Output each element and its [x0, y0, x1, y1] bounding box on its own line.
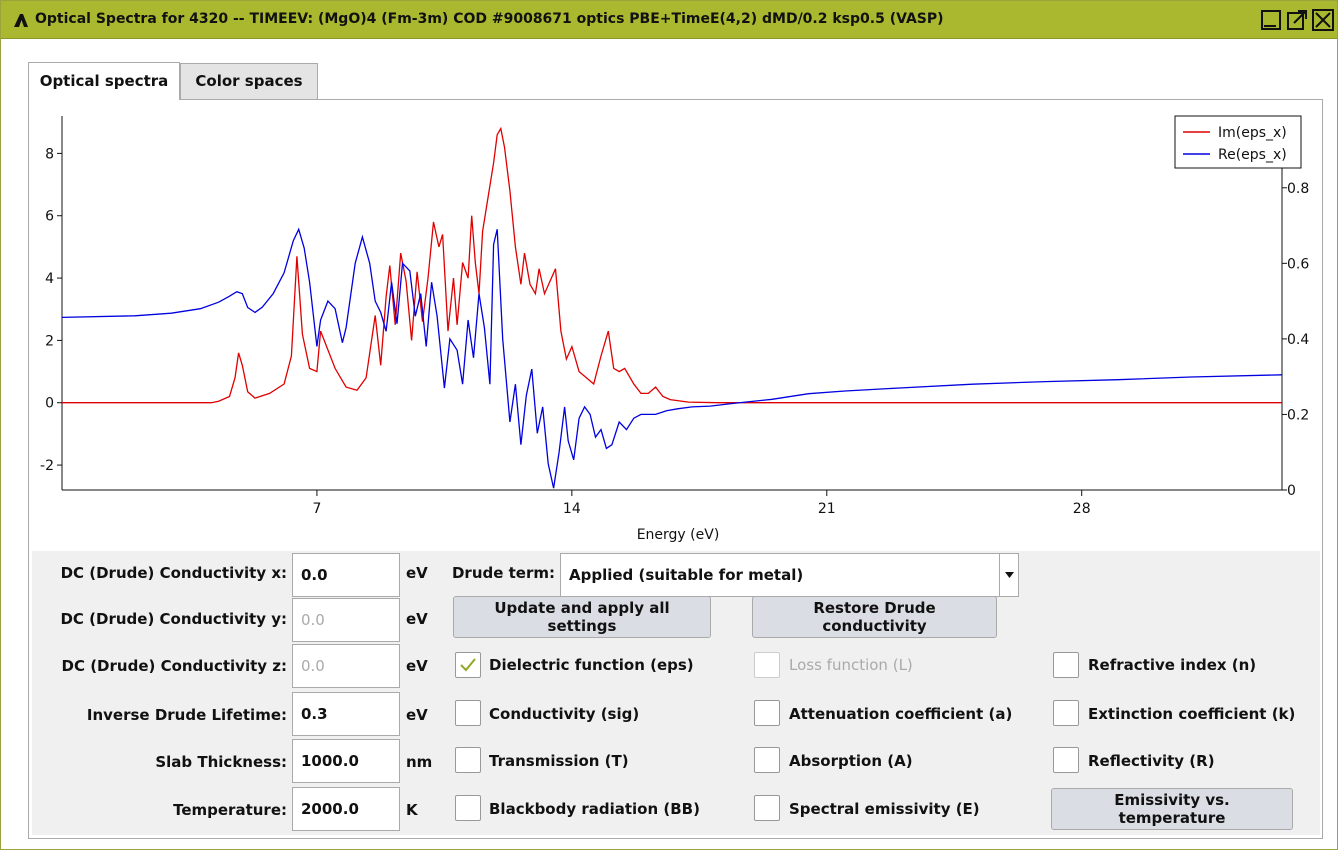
slab-thickness-unit: nm	[406, 753, 433, 771]
drude-term-value: Applied (suitable for metal)	[569, 566, 804, 584]
conductivity-x-field[interactable]	[292, 553, 400, 597]
dropdown-arrow[interactable]	[999, 554, 1018, 596]
spectra-plot[interactable]: 7 14 21 28 -2 0 2 4 6 8 0 0.2 0.4 0.6 0.8 Energy (eV) …	[32, 101, 1320, 551]
y-right-tick-label: 0.4	[1287, 332, 1309, 348]
legend-label-im: Im(eps_x)	[1218, 125, 1287, 141]
label-blackbody-radiation: Blackbody radiation (BB)	[489, 800, 700, 818]
series-line-im-eps-x	[62, 126, 1282, 404]
label-loss-function: Loss function (L)	[789, 656, 913, 674]
y-left-tick-label: 0	[45, 396, 54, 412]
y-left-tick-label: 4	[45, 271, 54, 287]
label-conductivity: Conductivity (sig)	[489, 705, 640, 723]
label-dielectric-function: Dielectric function (eps)	[489, 656, 694, 674]
checkbox-loss-function[interactable]	[754, 652, 780, 678]
tab-optical-spectra[interactable]: Optical spectra	[28, 62, 180, 100]
checkbox-extinction-coefficient[interactable]	[1053, 700, 1079, 726]
checkbox-dielectric-function[interactable]	[455, 652, 481, 678]
window-title: Optical Spectra for 4320 -- TIMEEV: (MgO…	[35, 11, 944, 27]
label-absorption: Absorption (A)	[789, 752, 913, 770]
checkbox-refractive-index[interactable]	[1053, 652, 1079, 678]
inverse-drude-lifetime-label: Inverse Drude Lifetime:	[86, 706, 287, 724]
conductivity-x-unit: eV	[406, 564, 428, 582]
tab-color-spaces[interactable]: Color spaces	[180, 63, 318, 99]
app-logo-icon	[14, 14, 28, 27]
inverse-drude-lifetime-unit: eV	[406, 706, 428, 724]
axis-ticks: 7 14 21 28 -2 0 2 4 6 8 0 0.2 0.4 0.6 0.8	[40, 146, 1309, 517]
y-right-tick-label: 0.2	[1287, 407, 1309, 423]
temperature-label: Temperature:	[173, 801, 287, 819]
emissivity-vs-temperature-button[interactable]: Emissivity vs. temperature	[1051, 788, 1293, 830]
conductivity-z-field[interactable]	[292, 644, 400, 688]
update-apply-button[interactable]: Update and apply all settings	[453, 596, 711, 638]
checkbox-blackbody-radiation[interactable]	[455, 795, 481, 821]
checkbox-conductivity[interactable]	[455, 700, 481, 726]
checkbox-reflectivity[interactable]	[1053, 747, 1079, 773]
conductivity-y-field[interactable]	[292, 598, 400, 642]
label-refractive-index: Refractive index (n)	[1088, 656, 1257, 674]
checkbox-absorption[interactable]	[754, 747, 780, 773]
minimize-icon[interactable]	[1260, 9, 1282, 31]
legend-label-re: Re(eps_x)	[1218, 147, 1287, 163]
x-axis-label: Energy (eV)	[637, 527, 720, 543]
chevron-down-icon	[1005, 572, 1014, 578]
restore-drude-button[interactable]: Restore Drude conductivity	[752, 596, 997, 638]
check-icon	[460, 658, 476, 672]
y-left-tick-label: -2	[40, 458, 54, 474]
label-transmission: Transmission (T)	[489, 752, 629, 770]
drude-term-select[interactable]: Applied (suitable for metal)	[560, 553, 1019, 597]
plot-frame	[61, 116, 1283, 491]
y-left-tick-label: 8	[45, 146, 54, 162]
y-right-tick-label: 0.8	[1287, 181, 1309, 197]
conductivity-z-label: DC (Drude) Conductivity z:	[61, 657, 287, 675]
y-left-tick-label: 2	[45, 333, 54, 349]
checkbox-attenuation-coefficient[interactable]	[754, 700, 780, 726]
title-bar[interactable]: Optical Spectra for 4320 -- TIMEEV: (MgO…	[1, 1, 1337, 39]
temperature-field[interactable]	[292, 787, 400, 831]
label-spectral-emissivity: Spectral emissivity (E)	[789, 800, 980, 818]
x-tick-label: 7	[312, 501, 321, 517]
close-icon[interactable]	[1312, 9, 1334, 31]
x-tick-label: 28	[1073, 501, 1091, 517]
conductivity-y-unit: eV	[406, 610, 428, 628]
checkbox-spectral-emissivity[interactable]	[754, 795, 780, 821]
temperature-unit: K	[406, 801, 418, 819]
conductivity-z-unit: eV	[406, 657, 428, 675]
x-tick-label: 14	[563, 501, 581, 517]
y-left-tick-label: 6	[45, 209, 54, 225]
checkbox-transmission[interactable]	[455, 747, 481, 773]
y-right-tick-label: 0.6	[1287, 256, 1309, 272]
slab-thickness-field[interactable]	[292, 739, 400, 783]
inverse-drude-lifetime-field[interactable]	[292, 692, 400, 736]
maximize-icon[interactable]	[1286, 9, 1308, 31]
x-tick-label: 21	[818, 501, 836, 517]
label-reflectivity: Reflectivity (R)	[1088, 752, 1215, 770]
series-line-re-eps-x	[61, 227, 1283, 489]
conductivity-x-label: DC (Drude) Conductivity x:	[60, 564, 287, 582]
slab-thickness-label: Slab Thickness:	[155, 753, 287, 771]
drude-term-label: Drude term:	[451, 564, 555, 582]
series-lines	[61, 126, 1283, 489]
label-extinction-coefficient: Extinction coefficient (k)	[1088, 705, 1296, 723]
label-attenuation-coefficient: Attenuation coefficient (a)	[789, 705, 1013, 723]
chart-legend: Im(eps_x) Re(eps_x)	[1174, 115, 1302, 169]
conductivity-y-label: DC (Drude) Conductivity y:	[60, 610, 287, 628]
y-right-tick-label: 0	[1287, 483, 1296, 499]
